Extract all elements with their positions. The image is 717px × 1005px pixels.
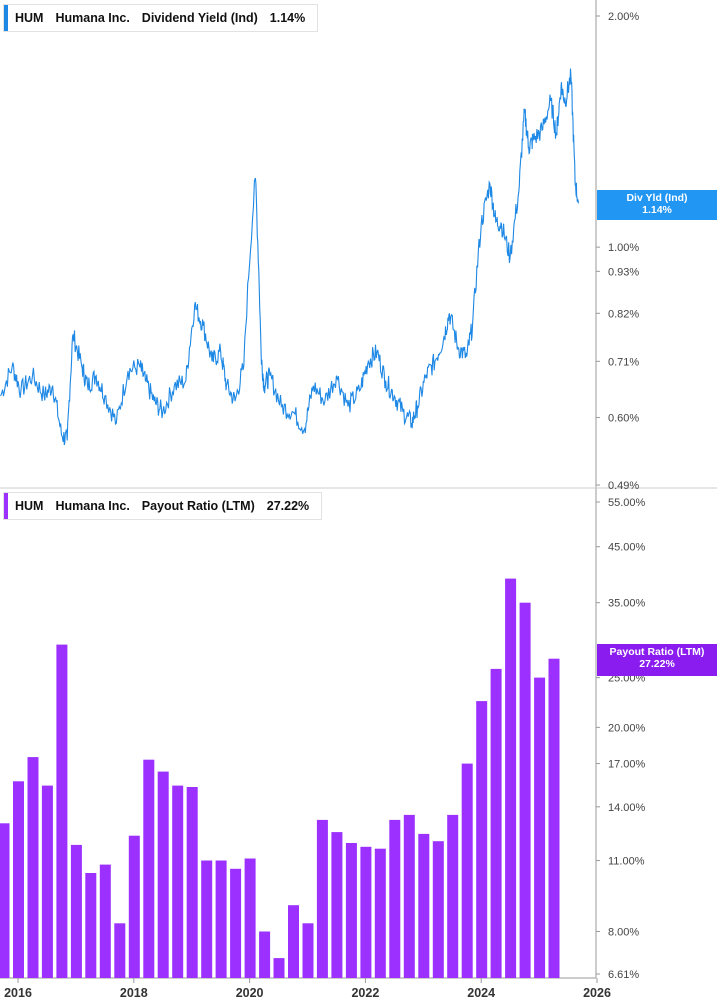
payout-bar (215, 860, 227, 978)
flag-label: Div Yld (Ind) (626, 192, 688, 204)
y-tick-label: 2.00% (608, 11, 639, 23)
payout-bar (143, 759, 155, 978)
legend-swatch (4, 493, 8, 519)
y-tick-label: 20.00% (608, 722, 646, 734)
x-tick-label: 2018 (120, 986, 148, 1000)
payout-bar (244, 858, 256, 978)
payout-bar (461, 763, 473, 978)
legend-company: Humana Inc. (55, 11, 130, 25)
payout-bar (302, 923, 314, 978)
payout-bar (331, 832, 343, 978)
payout-bar (288, 905, 299, 978)
y-tick-label: 35.00% (608, 598, 646, 610)
y-tick-label: 17.00% (608, 759, 646, 771)
payout-bar (201, 860, 213, 978)
payout-bar (186, 787, 198, 978)
payout-ratio-flag: Payout Ratio (LTM) 27.22% (597, 644, 717, 676)
payout-bar (114, 923, 126, 978)
payout-bar (316, 819, 328, 978)
payout-ratio-axis: 55.00%45.00%35.00%25.00%20.00%17.00%14.0… (596, 497, 646, 981)
y-tick-label: 11.00% (608, 856, 645, 868)
y-tick-label: 14.00% (608, 802, 646, 814)
payout-bar (128, 835, 140, 978)
dividend-yield-axis: 2.00% 1.00% 0.93% 0.82% 0.71% 0.60% 0.49% (596, 11, 639, 492)
payout-bar (13, 781, 24, 978)
legend-ticker: HUM (15, 499, 44, 513)
payout-bar (519, 602, 531, 978)
payout-bar (505, 578, 517, 978)
payout-bar (0, 823, 10, 978)
flag-value: 1.14% (642, 204, 672, 216)
payout-bar (389, 819, 401, 978)
payout-bar (259, 931, 271, 978)
dividend-yield-plot (0, 68, 580, 446)
payout-bar (41, 785, 53, 978)
payout-bar (172, 785, 184, 978)
y-tick-label: 0.93% (608, 266, 639, 278)
payout-bar (360, 846, 372, 978)
legend-ticker: HUM (15, 11, 44, 25)
y-tick-label: 55.00% (608, 497, 646, 509)
x-tick-label: 2024 (467, 986, 495, 1000)
y-tick-label: 0.82% (608, 308, 639, 320)
flag-value: 27.22% (639, 658, 675, 670)
payout-bar (70, 844, 82, 978)
payout-bar (476, 701, 488, 978)
dividend-yield-legend: HUM Humana Inc. Dividend Yield (Ind) 1.1… (3, 4, 319, 32)
payout-bar (418, 833, 430, 978)
payout-bar (157, 771, 169, 978)
payout-bar (345, 843, 357, 978)
dividend-yield-flag: Div Yld (Ind) 1.14% (597, 190, 717, 220)
payout-bar (374, 848, 386, 978)
payout-bar (534, 677, 546, 978)
flag-label: Payout Ratio (LTM) (609, 646, 705, 658)
payout-bar (447, 814, 459, 978)
y-tick-label: 45.00% (608, 542, 646, 554)
legend-value: 1.14% (269, 11, 306, 25)
legend-metric: Dividend Yield (Ind) (141, 11, 258, 25)
payout-bar (85, 873, 97, 978)
x-tick-label: 2016 (4, 986, 32, 1000)
x-tick-label: 2022 (351, 986, 379, 1000)
payout-bar (230, 868, 242, 978)
legend-metric: Payout Ratio (LTM) (141, 499, 255, 513)
x-tick-label: 2020 (236, 986, 264, 1000)
legend-company: Humana Inc. (55, 499, 130, 513)
payout-ratio-plot (0, 578, 560, 978)
payout-bar (432, 841, 444, 978)
payout-bar (273, 958, 285, 978)
legend-swatch (4, 5, 8, 31)
payout-bar (548, 658, 560, 978)
y-tick-label: 0.49% (608, 480, 639, 492)
y-tick-label: 6.61% (608, 969, 639, 981)
x-axis: 2016 2018 2020 2022 2024 2026 (4, 978, 611, 1000)
y-tick-label: 1.00% (608, 242, 639, 254)
x-tick-label: 2026 (583, 986, 611, 1000)
legend-value: 27.22% (266, 499, 310, 513)
dividend-yield-line (0, 68, 580, 446)
payout-bar (56, 644, 68, 978)
payout-bar (99, 864, 111, 978)
y-tick-label: 0.60% (608, 412, 639, 424)
payout-bar (490, 668, 502, 978)
y-tick-label: 8.00% (608, 926, 639, 938)
payout-ratio-legend: HUM Humana Inc. Payout Ratio (LTM) 27.22… (3, 492, 323, 520)
y-tick-label: 0.71% (608, 356, 639, 368)
payout-bar (403, 814, 415, 978)
payout-bar (27, 757, 39, 978)
